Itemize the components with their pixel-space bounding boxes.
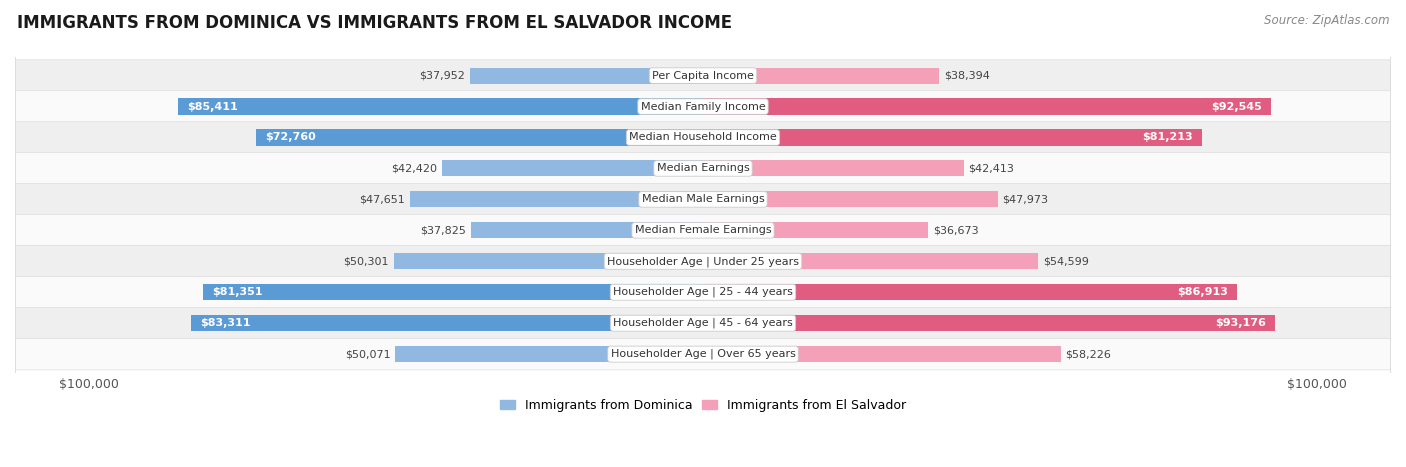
Bar (703, 191, 998, 207)
FancyBboxPatch shape (15, 0, 1391, 369)
FancyBboxPatch shape (15, 29, 1391, 467)
Bar (395, 346, 703, 362)
Text: $42,420: $42,420 (391, 163, 437, 173)
Text: IMMIGRANTS FROM DOMINICA VS IMMIGRANTS FROM EL SALVADOR INCOME: IMMIGRANTS FROM DOMINICA VS IMMIGRANTS F… (17, 14, 733, 32)
Bar (471, 222, 703, 238)
FancyBboxPatch shape (15, 0, 1391, 431)
Bar (703, 315, 1275, 331)
Text: $86,913: $86,913 (1177, 287, 1227, 297)
Text: $50,071: $50,071 (344, 349, 391, 359)
Text: $72,760: $72,760 (266, 133, 316, 142)
FancyBboxPatch shape (15, 122, 1391, 467)
Text: $81,213: $81,213 (1142, 133, 1192, 142)
Bar (703, 160, 963, 177)
Bar (179, 99, 703, 114)
FancyBboxPatch shape (15, 92, 1391, 467)
Text: $47,973: $47,973 (1002, 194, 1049, 205)
Text: Median Female Earnings: Median Female Earnings (634, 226, 772, 235)
Text: $36,673: $36,673 (934, 226, 979, 235)
Text: Householder Age | 25 - 44 years: Householder Age | 25 - 44 years (613, 287, 793, 297)
Text: $42,413: $42,413 (969, 163, 1014, 173)
Text: $93,176: $93,176 (1215, 318, 1267, 328)
Text: $92,545: $92,545 (1212, 101, 1263, 112)
Bar (703, 222, 928, 238)
Bar (703, 284, 1237, 300)
Text: Householder Age | Under 25 years: Householder Age | Under 25 years (607, 256, 799, 267)
Bar (703, 253, 1039, 269)
FancyBboxPatch shape (15, 0, 1391, 339)
Text: $83,311: $83,311 (201, 318, 250, 328)
Legend: Immigrants from Dominica, Immigrants from El Salvador: Immigrants from Dominica, Immigrants fro… (495, 394, 911, 417)
Text: $47,651: $47,651 (360, 194, 405, 205)
Text: Householder Age | Over 65 years: Householder Age | Over 65 years (610, 349, 796, 360)
FancyBboxPatch shape (15, 0, 1391, 400)
Text: $37,825: $37,825 (420, 226, 465, 235)
Bar (394, 253, 703, 269)
Bar (411, 191, 703, 207)
Text: Median Earnings: Median Earnings (657, 163, 749, 173)
Text: Median Male Earnings: Median Male Earnings (641, 194, 765, 205)
Bar (703, 68, 939, 84)
Bar (703, 346, 1060, 362)
Bar (443, 160, 703, 177)
Bar (703, 99, 1271, 114)
Text: $58,226: $58,226 (1066, 349, 1112, 359)
Bar (256, 129, 703, 146)
Text: $54,599: $54,599 (1043, 256, 1090, 266)
Text: Median Family Income: Median Family Income (641, 101, 765, 112)
Bar (703, 129, 1202, 146)
Text: Per Capita Income: Per Capita Income (652, 71, 754, 81)
FancyBboxPatch shape (15, 0, 1391, 307)
Bar (470, 68, 703, 84)
Text: Median Household Income: Median Household Income (628, 133, 778, 142)
Bar (191, 315, 703, 331)
Text: Source: ZipAtlas.com: Source: ZipAtlas.com (1264, 14, 1389, 27)
FancyBboxPatch shape (15, 60, 1391, 467)
Text: $50,301: $50,301 (343, 256, 389, 266)
Text: $37,952: $37,952 (419, 71, 465, 81)
Text: $38,394: $38,394 (943, 71, 990, 81)
Bar (204, 284, 703, 300)
Text: Householder Age | 45 - 64 years: Householder Age | 45 - 64 years (613, 318, 793, 328)
FancyBboxPatch shape (15, 0, 1391, 462)
Text: $85,411: $85,411 (187, 101, 238, 112)
Text: $81,351: $81,351 (212, 287, 263, 297)
